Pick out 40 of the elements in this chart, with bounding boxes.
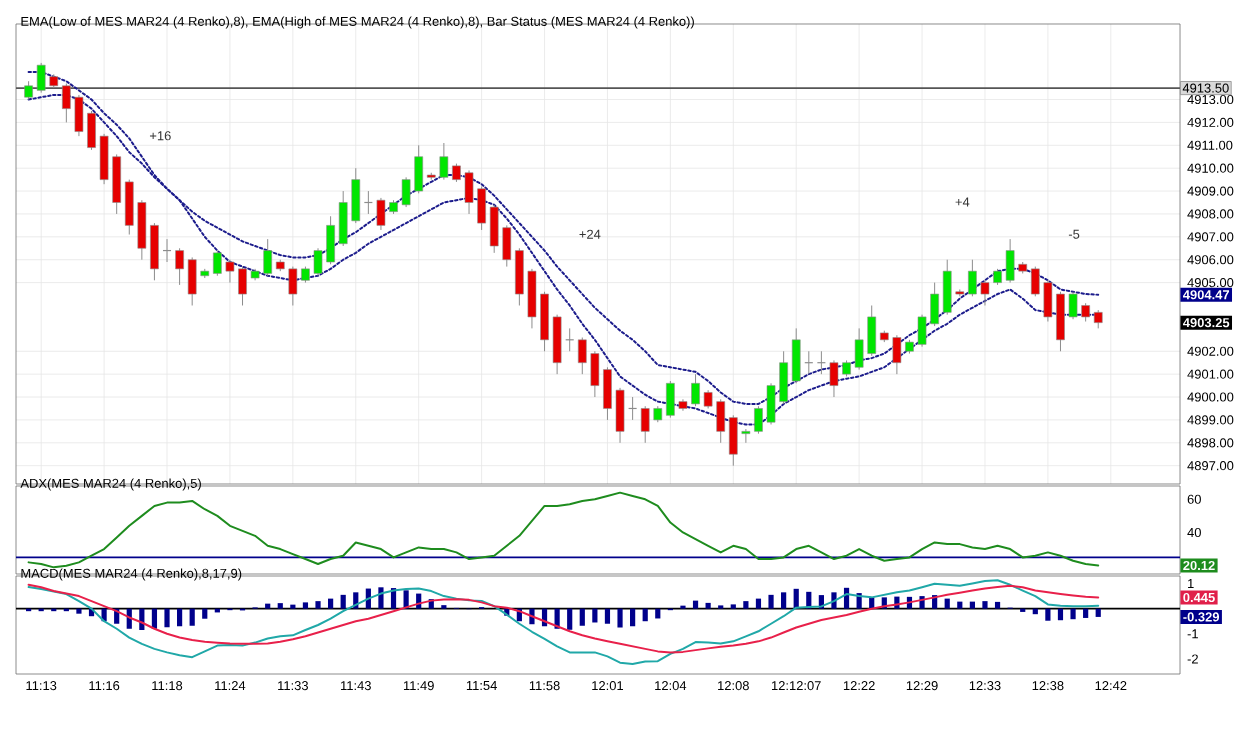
candlestick xyxy=(791,327,801,384)
bar xyxy=(164,608,170,628)
bar xyxy=(642,608,648,622)
bar xyxy=(567,608,573,630)
bar xyxy=(579,608,585,626)
bar xyxy=(189,608,195,626)
candlestick xyxy=(175,247,184,286)
bar xyxy=(755,598,762,609)
bar xyxy=(592,608,598,623)
bar xyxy=(743,601,749,609)
bar xyxy=(1083,608,1089,618)
bar xyxy=(151,608,158,629)
bar xyxy=(692,600,699,609)
bar xyxy=(1095,608,1101,617)
bar xyxy=(630,608,636,627)
bar xyxy=(1057,608,1064,621)
bar xyxy=(944,598,950,609)
bar xyxy=(994,601,1001,609)
bar xyxy=(328,598,334,609)
bar xyxy=(768,594,774,609)
bar xyxy=(781,592,787,609)
bar xyxy=(1045,608,1051,621)
bar xyxy=(378,587,384,609)
bar xyxy=(315,601,321,609)
bar xyxy=(982,601,988,609)
bar xyxy=(202,608,208,619)
bar xyxy=(265,603,271,609)
bar xyxy=(1070,608,1076,620)
bar xyxy=(76,608,82,614)
bar xyxy=(705,602,711,609)
bar xyxy=(177,608,183,627)
bar xyxy=(957,601,963,609)
bar xyxy=(604,608,611,624)
candlestick xyxy=(1093,309,1103,329)
bar xyxy=(302,602,309,609)
bar xyxy=(617,608,623,628)
bar xyxy=(277,603,283,609)
candlestick xyxy=(24,80,33,101)
bar xyxy=(340,594,346,609)
bar xyxy=(969,601,975,609)
